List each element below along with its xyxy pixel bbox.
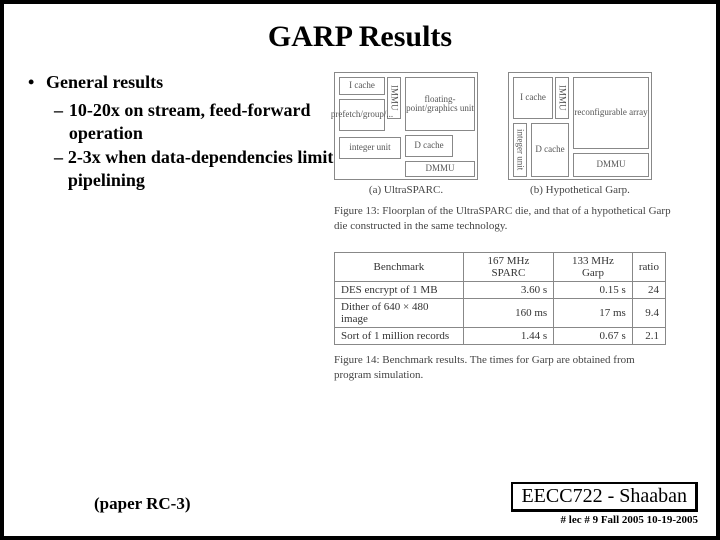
slide-frame: GARP Results • General results – 10-20x … — [0, 0, 720, 540]
floorplan-row: I cache IMMU floating-point/graphics uni… — [334, 72, 694, 196]
table-cell: 0.67 s — [554, 327, 633, 344]
bullet-l1-text: General results — [46, 72, 163, 93]
floorplan-b-wrapper: I cache IMMU reconfigurable array intege… — [508, 72, 652, 196]
fp-box: D cache — [531, 123, 569, 177]
right-column: I cache IMMU floating-point/graphics uni… — [334, 72, 694, 382]
bullet-dot: • — [28, 72, 46, 93]
table-header: Benchmark — [335, 252, 464, 281]
table-cell: 0.15 s — [554, 281, 633, 298]
fp-box: I cache — [339, 77, 385, 95]
footer-meta: # lec # 9 Fall 2005 10-19-2005 — [511, 514, 698, 526]
figure14-caption: Figure 14: Benchmark results. The times … — [334, 353, 674, 383]
table-cell: 160 ms — [463, 298, 553, 327]
bullet-dash: – — [54, 99, 69, 144]
table-cell: Sort of 1 million records — [335, 327, 464, 344]
fp-box: D cache — [405, 135, 453, 157]
bullet-level2: – 10-20x on stream, feed-forward operati… — [54, 99, 334, 144]
table-row: DES encrypt of 1 MB 3.60 s 0.15 s 24 — [335, 281, 666, 298]
footer-course: EECC722 - Shaaban — [511, 482, 698, 512]
table-header-row: Benchmark 167 MHz SPARC 133 MHz Garp rat… — [335, 252, 666, 281]
fp-box: reconfigurable array — [573, 77, 649, 149]
floorplan-a-caption: (a) UltraSPARC. — [334, 184, 478, 196]
floorplan-a: I cache IMMU floating-point/graphics uni… — [334, 72, 478, 180]
table-row: Sort of 1 million records 1.44 s 0.67 s … — [335, 327, 666, 344]
fp-box: integer unit — [513, 123, 527, 177]
figure13-caption: Figure 13: Floorplan of the UltraSPARC d… — [334, 204, 674, 234]
benchmark-table: Benchmark 167 MHz SPARC 133 MHz Garp rat… — [334, 252, 666, 345]
footer: EECC722 - Shaaban # lec # 9 Fall 2005 10… — [511, 482, 698, 526]
table-cell: 9.4 — [632, 298, 665, 327]
fp-box: DMMU — [573, 153, 649, 177]
fp-box: IMMU — [555, 77, 569, 119]
table-header: ratio — [632, 252, 665, 281]
table-header: 133 MHz Garp — [554, 252, 633, 281]
table-cell: 24 — [632, 281, 665, 298]
table-cell: Dither of 640 × 480 image — [335, 298, 464, 327]
floorplan-b: I cache IMMU reconfigurable array intege… — [508, 72, 652, 180]
floorplan-a-wrapper: I cache IMMU floating-point/graphics uni… — [334, 72, 478, 196]
bullet-l2b-text: 2-3x when data-dependencies limit pipeli… — [68, 146, 334, 191]
fp-box: prefetch/group/... — [339, 99, 385, 131]
bullet-l2a-text: 10-20x on stream, feed-forward operation — [69, 99, 334, 144]
paper-reference: (paper RC-3) — [94, 494, 190, 514]
left-column: • General results – 10-20x on stream, fe… — [4, 72, 334, 382]
table-cell: DES encrypt of 1 MB — [335, 281, 464, 298]
bullet-level2: – 2-3x when data-dependencies limit pipe… — [54, 146, 334, 191]
body-row: • General results – 10-20x on stream, fe… — [4, 72, 716, 382]
fp-box: floating-point/graphics unit — [405, 77, 475, 131]
bullet-level1: • General results — [28, 72, 334, 93]
bullet-dash: – — [54, 146, 68, 191]
table-header: 167 MHz SPARC — [463, 252, 553, 281]
slide-title: GARP Results — [4, 20, 716, 54]
table-cell: 1.44 s — [463, 327, 553, 344]
table-row: Dither of 640 × 480 image 160 ms 17 ms 9… — [335, 298, 666, 327]
floorplan-b-caption: (b) Hypothetical Garp. — [508, 184, 652, 196]
table-cell: 3.60 s — [463, 281, 553, 298]
fp-box: I cache — [513, 77, 553, 119]
fp-box: DMMU — [405, 161, 475, 177]
table-cell: 17 ms — [554, 298, 633, 327]
fp-box: integer unit — [339, 137, 401, 159]
table-cell: 2.1 — [632, 327, 665, 344]
